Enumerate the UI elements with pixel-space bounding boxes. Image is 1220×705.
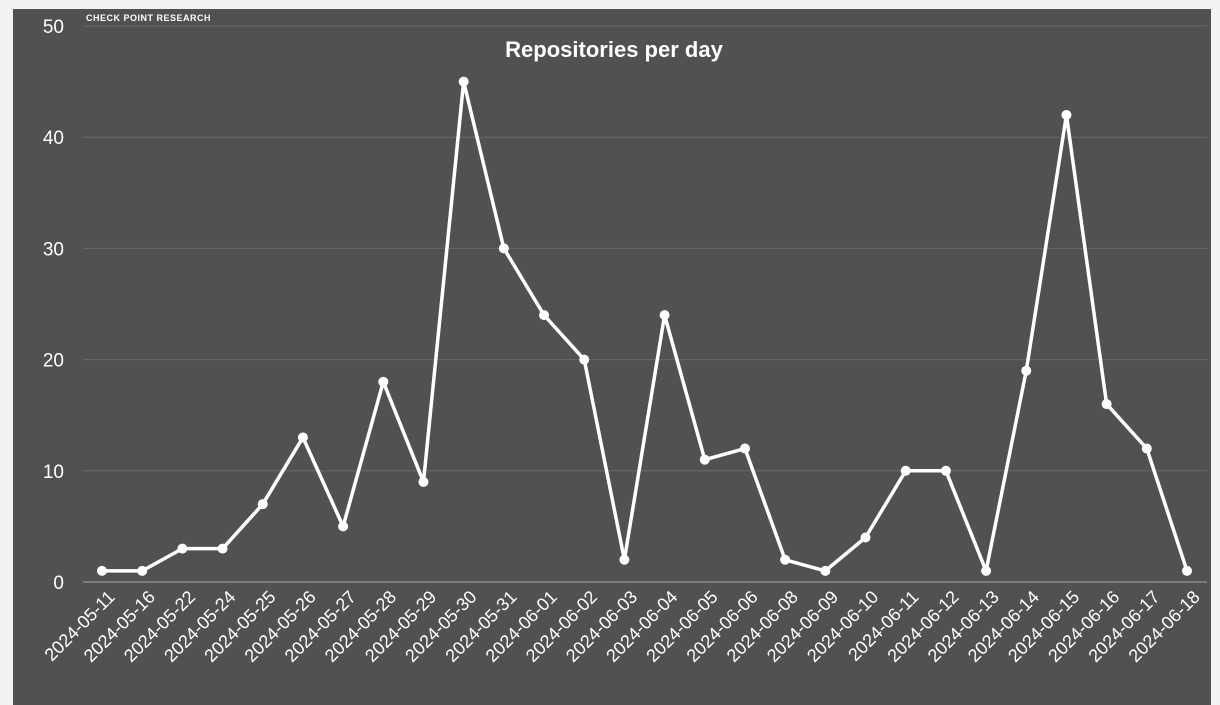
data-point: [1061, 109, 1072, 120]
data-point: [820, 565, 831, 576]
data-point: [659, 310, 670, 321]
brand-label: CHECK POINT RESEARCH: [86, 13, 211, 23]
data-point: [378, 376, 389, 387]
data-point: [498, 243, 509, 254]
data-point: [458, 76, 469, 87]
y-tick-label: 30: [43, 239, 64, 260]
chart-panel: [13, 9, 1211, 705]
series-line: [100, 79, 1189, 573]
data-point: [1021, 365, 1032, 376]
data-point: [860, 532, 871, 543]
y-axis-ticks: 0 10 20 30 40 50: [43, 17, 64, 594]
data-point: [137, 565, 148, 576]
data-point: [619, 554, 630, 565]
grid-lines: [83, 25, 1207, 583]
data-point: [539, 310, 550, 321]
chart-title: Repositories per day: [505, 37, 723, 62]
y-tick-label: 40: [43, 128, 64, 149]
data-point: [418, 476, 429, 487]
data-point: [699, 454, 710, 465]
data-point: [900, 465, 911, 476]
data-point: [97, 565, 107, 576]
data-point: [257, 499, 268, 510]
data-point: [297, 432, 308, 443]
data-point: [177, 543, 188, 554]
data-point: [217, 543, 228, 554]
data-points: [97, 76, 1192, 576]
data-point: [1182, 565, 1192, 576]
data-point: [739, 443, 750, 454]
data-point: [981, 565, 992, 576]
x-axis-ticks: 2024-05-112024-05-162024-05-222024-05-24…: [41, 587, 1204, 666]
data-point: [1101, 399, 1112, 410]
y-tick-label: 20: [43, 351, 64, 372]
y-tick-label: 0: [53, 573, 64, 594]
data-point: [940, 465, 951, 476]
y-tick-label: 50: [43, 17, 64, 38]
data-point: [780, 554, 791, 565]
y-tick-label: 10: [43, 462, 64, 483]
data-point: [1141, 443, 1152, 454]
data-point: [338, 521, 349, 532]
data-point: [579, 354, 590, 365]
